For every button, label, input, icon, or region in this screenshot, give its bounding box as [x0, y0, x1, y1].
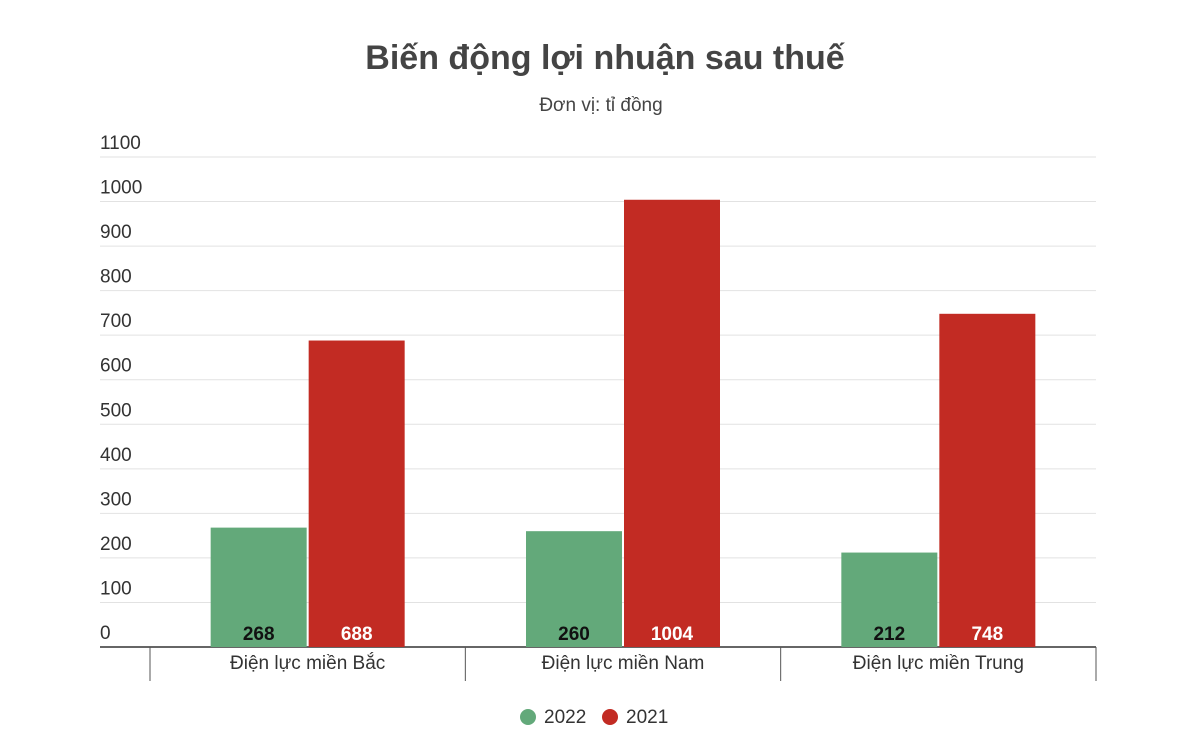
y-tick-label: 300 — [100, 489, 132, 510]
x-tick-label: Điện lực miền Nam — [542, 653, 705, 674]
x-tick-label: Điện lực miền Bắc — [230, 652, 385, 674]
legend-marker — [520, 709, 536, 725]
bar — [526, 531, 622, 647]
y-tick-label: 100 — [100, 578, 132, 599]
bar — [308, 340, 405, 647]
data-label: 1004 — [651, 624, 694, 645]
y-tick-label: 400 — [100, 445, 132, 466]
y-tick-label: 0 — [100, 623, 111, 644]
y-tick-label: 900 — [100, 222, 132, 243]
legend-label: 2022 — [544, 707, 586, 728]
y-tick-label: 800 — [100, 267, 132, 288]
bar — [841, 552, 938, 647]
y-tick-label: 700 — [100, 311, 132, 332]
y-tick-label: 1100 — [100, 133, 141, 154]
bar — [939, 313, 1036, 647]
chart-title: Biến động lợi nhuận sau thuế — [365, 39, 844, 77]
y-tick-label: 200 — [100, 534, 132, 555]
data-label: 260 — [558, 624, 590, 645]
y-tick-label: 600 — [100, 356, 132, 377]
y-tick-label: 500 — [100, 400, 132, 421]
bar — [210, 527, 307, 647]
bar — [624, 199, 720, 647]
legend-marker — [602, 709, 618, 725]
legend-label: 2021 — [626, 707, 668, 728]
data-label: 748 — [971, 624, 1003, 645]
data-label: 268 — [243, 624, 275, 645]
y-tick-label: 1000 — [100, 178, 142, 199]
chart-subtitle: Đơn vị: tỉ đồng — [539, 95, 662, 116]
data-label: 688 — [341, 624, 373, 645]
x-tick-label: Điện lực miền Trung — [853, 653, 1024, 674]
data-label: 212 — [873, 624, 905, 645]
